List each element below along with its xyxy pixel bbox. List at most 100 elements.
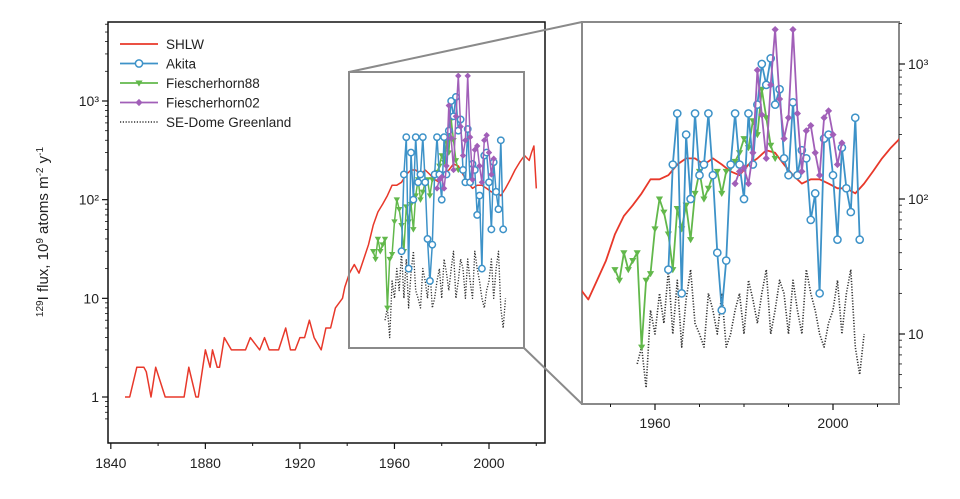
fiescherhorn88-point xyxy=(410,227,417,233)
main-x-tick-label: 1920 xyxy=(284,455,315,471)
fiescherhorn02-point xyxy=(749,149,757,157)
inset-x-tick-label: 1960 xyxy=(639,415,670,431)
akita-point xyxy=(499,225,508,234)
fiescherhorn02-point xyxy=(758,111,766,119)
fiescherhorn02-point xyxy=(481,137,488,144)
inset-plot-frame xyxy=(581,21,900,405)
fiescherhorn88-point xyxy=(691,190,699,198)
main-y-tick-label: 10³ xyxy=(79,93,100,109)
fiescherhorn88-point xyxy=(398,223,405,229)
fiescherhorn88-point xyxy=(722,168,730,176)
fiescherhorn02-point xyxy=(457,123,464,130)
akita-point xyxy=(828,170,838,180)
akita-point xyxy=(487,225,496,234)
akita-point xyxy=(855,235,865,244)
fiescherhorn02-point xyxy=(469,176,476,183)
main-y-tick-label: 10 xyxy=(83,290,99,306)
fiescherhorn02-point xyxy=(488,171,495,178)
series-line-shlw xyxy=(582,138,899,301)
fiescherhorn88-point xyxy=(700,196,708,203)
fiescherhorn02-point xyxy=(793,109,801,118)
fiescherhorn88-point xyxy=(651,226,659,233)
fiescherhorn88-point xyxy=(620,250,628,257)
akita-point xyxy=(425,277,434,285)
akita-point xyxy=(421,178,430,187)
akita-point xyxy=(793,170,802,180)
fiescherhorn02-point xyxy=(485,149,493,156)
akita-point xyxy=(690,109,700,118)
legend: SHLW Akita Fiescherhorn88 Fiescherhorn02 SE-… xyxy=(120,37,291,130)
fiescherhorn88-point xyxy=(417,197,424,203)
fiescherhorn88-point xyxy=(646,271,655,278)
akita-point xyxy=(699,160,709,169)
fiescherhorn02-point xyxy=(476,162,483,170)
akita-point xyxy=(806,215,816,225)
akita-point xyxy=(407,148,415,157)
fiescherhorn88-point xyxy=(638,344,646,351)
fiescherhorn88-point xyxy=(664,231,672,238)
akita-point xyxy=(730,109,740,118)
akita-point xyxy=(721,256,731,265)
akita-point xyxy=(779,154,789,163)
main-x-tick-label: 1960 xyxy=(379,455,410,471)
akita-point xyxy=(440,133,449,142)
series-line-fiescherhorn02 xyxy=(734,28,843,185)
akita-point xyxy=(496,136,505,145)
main-x-tick-label: 2000 xyxy=(473,455,504,471)
fiescherhorn02-point xyxy=(829,130,837,139)
fiescherhorn88-point xyxy=(624,267,632,274)
fiescherhorn88-point xyxy=(405,219,412,225)
akita-point xyxy=(704,109,713,118)
fiescherhorn02-point xyxy=(452,113,460,120)
legend-label: Fiescherhorn02 xyxy=(166,96,260,111)
fiescherhorn88-point xyxy=(388,251,396,258)
fiescherhorn02-point xyxy=(833,160,842,169)
akita-point xyxy=(833,235,842,244)
fiescherhorn88-point xyxy=(384,305,391,312)
akita-point xyxy=(708,170,718,180)
fiescherhorn88-point xyxy=(403,204,410,210)
akita-point xyxy=(770,100,780,109)
fiescherhorn88-point xyxy=(419,189,427,196)
fiescherhorn02-point xyxy=(824,107,833,115)
fiescherhorn02-point xyxy=(731,180,739,188)
zoom-connector-bottom xyxy=(523,347,583,405)
akita-point xyxy=(757,59,767,69)
fiescherhorn88-point xyxy=(642,277,650,284)
fiescherhorn88-point xyxy=(731,158,739,165)
akita-point xyxy=(810,189,820,198)
inset-series-group xyxy=(582,25,899,389)
inset-x-tick-label: 2000 xyxy=(817,415,848,431)
akita-point xyxy=(842,183,851,193)
akita-point xyxy=(404,264,413,273)
akita-point xyxy=(399,170,408,179)
legend-label: Akita xyxy=(166,57,197,72)
fiescherhorn88-point xyxy=(660,209,668,216)
akita-point xyxy=(416,170,425,179)
fiescherhorn02-point xyxy=(478,179,486,186)
fiescherhorn02-point xyxy=(464,72,471,80)
fiescherhorn88-point xyxy=(379,242,386,248)
fiescherhorn88-point xyxy=(374,236,382,243)
fiescherhorn88-point xyxy=(395,206,403,213)
fiescherhorn88-point xyxy=(704,185,712,192)
fiescherhorn02-point xyxy=(135,98,143,107)
fiescherhorn02-point xyxy=(459,152,467,159)
fiescherhorn02-point xyxy=(753,66,761,74)
akita-point xyxy=(397,247,406,256)
main-x-tick-label: 1880 xyxy=(190,455,221,471)
akita-point xyxy=(788,97,798,107)
akita-point xyxy=(784,170,793,180)
fiescherhorn88-point xyxy=(615,277,623,284)
fiescherhorn02-point xyxy=(798,167,806,176)
akita-point xyxy=(492,187,501,196)
akita-point xyxy=(815,289,825,298)
fiescherhorn02-point xyxy=(776,95,784,103)
fiescherhorn88-point xyxy=(767,142,775,149)
fiescherhorn02-point xyxy=(473,142,481,150)
fiescherhorn02-point xyxy=(802,127,810,135)
akita-point xyxy=(695,170,704,180)
fiescherhorn02-point xyxy=(462,137,469,144)
fiescherhorn02-point xyxy=(483,132,490,139)
akita-point xyxy=(473,211,482,219)
